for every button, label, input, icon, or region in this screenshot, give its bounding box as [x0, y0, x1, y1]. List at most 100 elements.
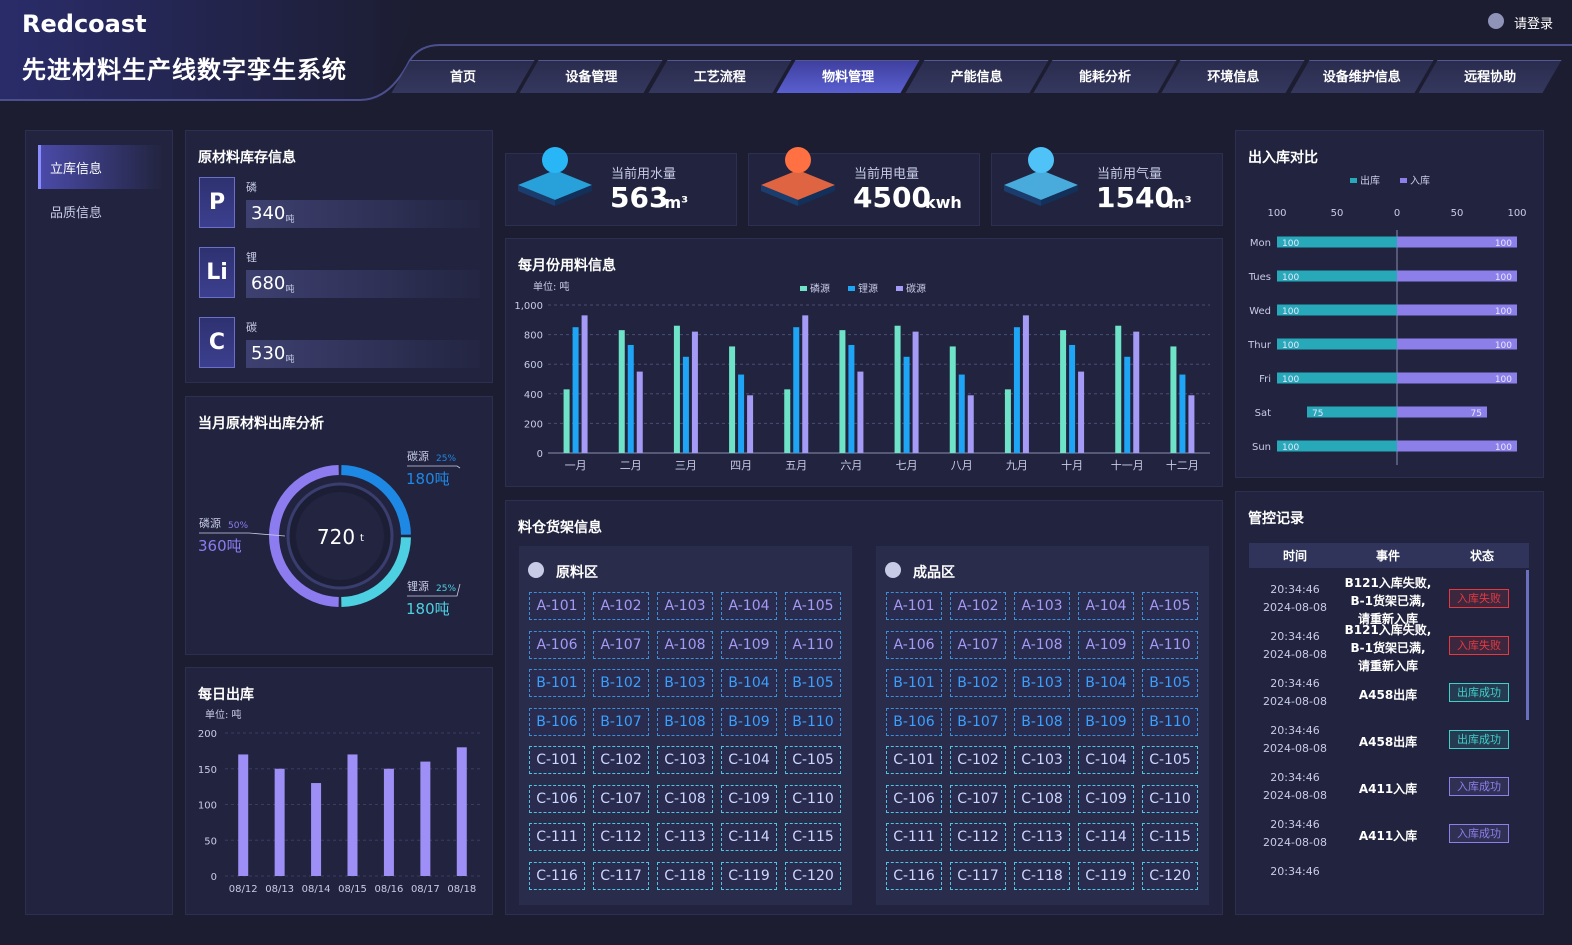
shelf-slot: C-117 — [593, 861, 649, 890]
shelf-slot: C-115 — [1142, 823, 1198, 851]
stock-unit: 吨 — [285, 215, 295, 225]
bar — [682, 356, 689, 453]
bar — [747, 395, 754, 453]
in-bar — [1397, 270, 1517, 282]
shelf-slot: C-120 — [785, 861, 841, 890]
panel-title: 每日出库 — [198, 687, 254, 703]
sidebar-active-bg — [38, 145, 163, 189]
bar — [618, 330, 625, 453]
shelf-slot: B-103 — [657, 669, 713, 697]
shelf-slot: C-116 — [529, 861, 585, 890]
shelf-slot: A-101 — [529, 592, 585, 620]
out-label: 100 — [1282, 375, 1299, 385]
log-time: 20:34:46 — [1270, 771, 1320, 784]
shelf-slot: B-101 — [886, 669, 942, 697]
x-tick-label: 08/15 — [338, 884, 367, 895]
y-tick-label: 200 — [198, 729, 217, 740]
nav-label: 工艺流程 — [693, 70, 746, 85]
value-bar-bg — [246, 270, 480, 298]
y-tick-label: 0 — [537, 449, 543, 460]
nav-label: 远程协助 — [1464, 70, 1517, 85]
in-bar — [1397, 304, 1517, 316]
out-label: 75 — [1312, 409, 1323, 419]
out-bar — [1277, 372, 1397, 384]
x-tick-label: 十二月 — [1166, 458, 1199, 472]
shelf-slot: C-112 — [593, 823, 649, 851]
log-time: 20:34:46 — [1270, 818, 1320, 831]
panel-title: 出入库对比 — [1248, 150, 1318, 166]
shelf-slot: C-105 — [1142, 746, 1198, 774]
log-time: 20:34:46 — [1270, 865, 1320, 878]
shelf-slot: A-102 — [950, 592, 1006, 620]
bar — [793, 327, 800, 453]
zone-name: 成品区 — [913, 565, 955, 581]
shelf-slot: C-106 — [886, 784, 942, 813]
shelf-slot: C-103 — [657, 746, 713, 774]
bar — [311, 783, 322, 876]
daily-chart: 单位: 吨 0 50 100 150 200 08/12 08/13 08/14 08/15 08/… — [198, 708, 480, 895]
shelf-slot: C-111 — [886, 823, 942, 851]
x-tick-label: 50 — [1331, 208, 1344, 219]
donut-segment — [269, 465, 339, 607]
log-date: 2024-08-08 — [1263, 648, 1327, 661]
bar — [949, 346, 956, 453]
sidebar-item[interactable]: 立库信息 — [50, 162, 103, 177]
shelf-slot: B-109 — [1078, 707, 1134, 736]
legend-swatch — [1350, 178, 1357, 183]
shelf-slot: C-104 — [721, 746, 777, 774]
shelf-slot: A-106 — [529, 630, 585, 659]
x-tick-label: 六月 — [840, 459, 862, 472]
shelf-slot: A-104 — [1078, 592, 1134, 620]
segment-amount: 180吨 — [406, 600, 450, 618]
bar — [839, 330, 846, 453]
shelf-slot: B-102 — [593, 669, 649, 697]
nav-label: 物料管理 — [822, 70, 875, 85]
x-tick-label: 二月 — [620, 459, 642, 472]
legend-label: 磷源 — [810, 282, 830, 295]
shelf-slot: B-108 — [657, 707, 713, 736]
shelf-slot: B-105 — [1142, 669, 1198, 697]
bar — [1133, 331, 1140, 453]
donut-segment — [341, 537, 411, 607]
x-tick-label: 08/17 — [411, 884, 440, 895]
value-bar-bg — [246, 340, 480, 368]
nav-label: 设备维护信息 — [1322, 70, 1401, 85]
shelf-slot: C-102 — [593, 746, 649, 774]
panel-title: 管控记录 — [1248, 511, 1304, 527]
x-tick-label: 五月 — [785, 459, 807, 472]
stock-value: 530 — [251, 343, 286, 364]
bar — [274, 768, 285, 876]
log-status: 出库成功 — [1449, 730, 1509, 749]
shelf-slot: B-107 — [950, 707, 1006, 736]
bar — [1179, 374, 1186, 453]
log-date: 2024-08-08 — [1263, 742, 1327, 755]
sidebar-item[interactable]: 品质信息 — [50, 206, 103, 221]
stock-unit: 吨 — [285, 285, 295, 295]
in-label: 100 — [1495, 341, 1512, 351]
stock-value: 680 — [251, 273, 286, 294]
shelf-slot: C-115 — [785, 823, 841, 851]
shelf-slot: A-103 — [1014, 592, 1070, 620]
bar — [1013, 327, 1020, 453]
element-symbol: Li — [199, 247, 235, 298]
bar — [581, 315, 588, 453]
nav-label: 产能信息 — [950, 70, 1003, 85]
legend-label: 锂源 — [858, 282, 878, 295]
shelf-slot: C-111 — [529, 823, 585, 851]
shelf-slot: B-104 — [721, 669, 777, 697]
element-name: 碳 — [246, 321, 257, 334]
log-event: B-1货架已满, — [1350, 641, 1426, 655]
out-bar — [1277, 304, 1397, 316]
y-tick-label: 150 — [198, 765, 217, 776]
login-link[interactable]: 请登录 — [1514, 17, 1554, 32]
log-status: 入库成功 — [1449, 824, 1509, 843]
bar — [894, 325, 901, 453]
bar — [912, 331, 919, 453]
bar — [967, 395, 974, 453]
in-label: 75 — [1471, 409, 1482, 419]
log-status: 入库成功 — [1449, 777, 1509, 796]
x-tick-label: 08/18 — [447, 884, 476, 895]
log-event: A458出库 — [1358, 688, 1418, 702]
shelf-slot: C-101 — [886, 746, 942, 774]
